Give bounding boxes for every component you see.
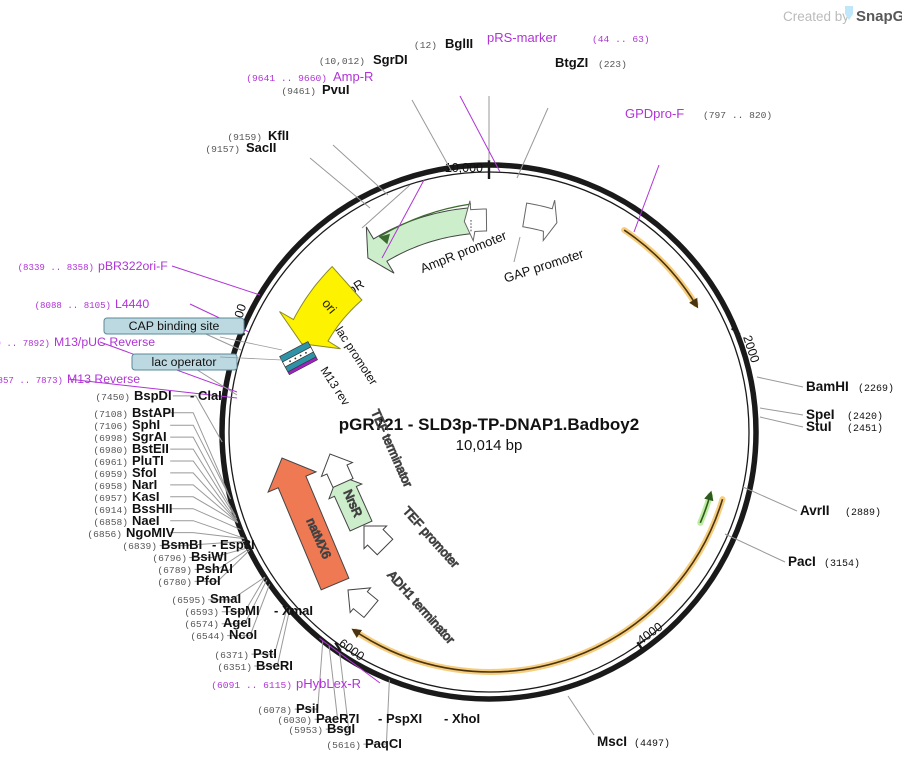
svg-text:- XmaI: - XmaI xyxy=(274,603,313,618)
svg-text:(8088 .. 8105): (8088 .. 8105) xyxy=(35,300,111,311)
svg-text:(6371): (6371) xyxy=(214,650,249,661)
svg-text:ADH1 terminator: ADH1 terminator xyxy=(385,568,458,647)
svg-text:pRS-marker: pRS-marker xyxy=(487,30,558,45)
svg-text:pHybLex-R: pHybLex-R xyxy=(296,676,361,691)
svg-text:PaqCI: PaqCI xyxy=(365,736,402,751)
svg-text:StuI: StuI xyxy=(806,419,832,434)
svg-text:(797 .. 820): (797 .. 820) xyxy=(703,110,772,121)
svg-text:(7870 .. 7892): (7870 .. 7892) xyxy=(0,338,50,349)
svg-text:(6961): (6961) xyxy=(93,457,128,468)
svg-text:BglII: BglII xyxy=(445,36,473,51)
svg-text:(6839): (6839) xyxy=(122,541,157,552)
svg-text:AvrII: AvrII xyxy=(800,503,830,518)
svg-text:(9157): (9157) xyxy=(205,144,240,155)
svg-text:PfoI: PfoI xyxy=(196,573,221,588)
svg-text:(4497): (4497) xyxy=(634,738,670,749)
svg-text:(2420): (2420) xyxy=(847,411,883,422)
svg-text:(7450): (7450) xyxy=(95,392,130,403)
svg-text:GAP promoter: GAP promoter xyxy=(502,246,586,286)
svg-text:pBR322ori-F: pBR322ori-F xyxy=(98,259,168,273)
svg-text:M13 Reverse: M13 Reverse xyxy=(67,372,140,386)
svg-text:PvuI: PvuI xyxy=(322,82,349,97)
svg-text:(6789): (6789) xyxy=(157,565,192,576)
svg-text:lac promoter: lac promoter xyxy=(332,324,380,388)
svg-text:(6980): (6980) xyxy=(93,445,128,456)
svg-text:(6957): (6957) xyxy=(93,493,128,504)
svg-text:NcoI: NcoI xyxy=(229,627,257,642)
svg-text:(6091 .. 6115): (6091 .. 6115) xyxy=(211,680,292,691)
svg-text:(2889): (2889) xyxy=(845,507,881,518)
svg-text:(6959): (6959) xyxy=(93,469,128,480)
svg-text:lac operator: lac operator xyxy=(152,355,217,369)
svg-text:(5616): (5616) xyxy=(326,740,361,751)
svg-text:(6574): (6574) xyxy=(184,619,219,630)
svg-text:(6595): (6595) xyxy=(171,595,206,606)
svg-text:Created by: Created by xyxy=(783,9,849,24)
svg-text:(2451): (2451) xyxy=(847,423,883,434)
svg-text:BamHI: BamHI xyxy=(806,379,849,394)
svg-text:BsgI: BsgI xyxy=(327,721,355,736)
svg-text:(6796): (6796) xyxy=(152,553,187,564)
svg-text:(9461): (9461) xyxy=(281,86,316,97)
svg-text:(9641 .. 9660): (9641 .. 9660) xyxy=(246,73,327,84)
svg-text:(12): (12) xyxy=(414,40,437,51)
svg-text:SnapGene: SnapGene xyxy=(856,8,902,25)
svg-text:(6958): (6958) xyxy=(93,481,128,492)
svg-text:(7857 .. 7873): (7857 .. 7873) xyxy=(0,375,63,386)
svg-text:GPDpro-F: GPDpro-F xyxy=(625,106,684,121)
svg-text:M13 rev: M13 rev xyxy=(317,364,352,408)
svg-text:(5953): (5953) xyxy=(288,725,323,736)
svg-text:(7108): (7108) xyxy=(93,409,128,420)
svg-text:(6858): (6858) xyxy=(93,517,128,528)
svg-text:MscI: MscI xyxy=(597,734,627,749)
svg-text:(10,012): (10,012) xyxy=(319,56,365,67)
svg-text:(6593): (6593) xyxy=(184,607,219,618)
svg-text:10,014 bp: 10,014 bp xyxy=(456,437,523,454)
svg-text:- PspXI: - PspXI xyxy=(378,711,422,726)
svg-text:(223): (223) xyxy=(598,59,627,70)
svg-text:(6914): (6914) xyxy=(93,505,128,516)
svg-text:BtgZI: BtgZI xyxy=(555,55,588,70)
svg-text:(8339 .. 8358): (8339 .. 8358) xyxy=(18,262,94,273)
svg-text:CAP binding site: CAP binding site xyxy=(129,319,220,333)
svg-text:- ClaI: - ClaI xyxy=(190,388,222,403)
svg-text:SgrDI: SgrDI xyxy=(373,52,408,67)
svg-text:(6351): (6351) xyxy=(217,662,252,673)
svg-text:(7106): (7106) xyxy=(93,421,128,432)
svg-text:PacI: PacI xyxy=(788,554,816,569)
svg-text:(6544): (6544) xyxy=(190,631,225,642)
svg-text:(2269): (2269) xyxy=(858,383,894,394)
svg-text:- XhoI: - XhoI xyxy=(444,711,480,726)
svg-text:(6780): (6780) xyxy=(157,577,192,588)
svg-text:M13/pUC Reverse: M13/pUC Reverse xyxy=(54,335,155,349)
svg-text:BseRI: BseRI xyxy=(256,658,293,673)
svg-text:(6998): (6998) xyxy=(93,433,128,444)
svg-text:L4440: L4440 xyxy=(115,297,149,311)
svg-text:SacII: SacII xyxy=(246,140,276,155)
svg-text:10,000: 10,000 xyxy=(445,161,483,175)
svg-text:TEF promoter: TEF promoter xyxy=(400,504,462,571)
svg-text:BspDI: BspDI xyxy=(134,388,172,403)
svg-text:(3154): (3154) xyxy=(824,558,860,569)
svg-text:(44 .. 63): (44 .. 63) xyxy=(592,34,650,45)
svg-text:(6856): (6856) xyxy=(87,529,122,540)
